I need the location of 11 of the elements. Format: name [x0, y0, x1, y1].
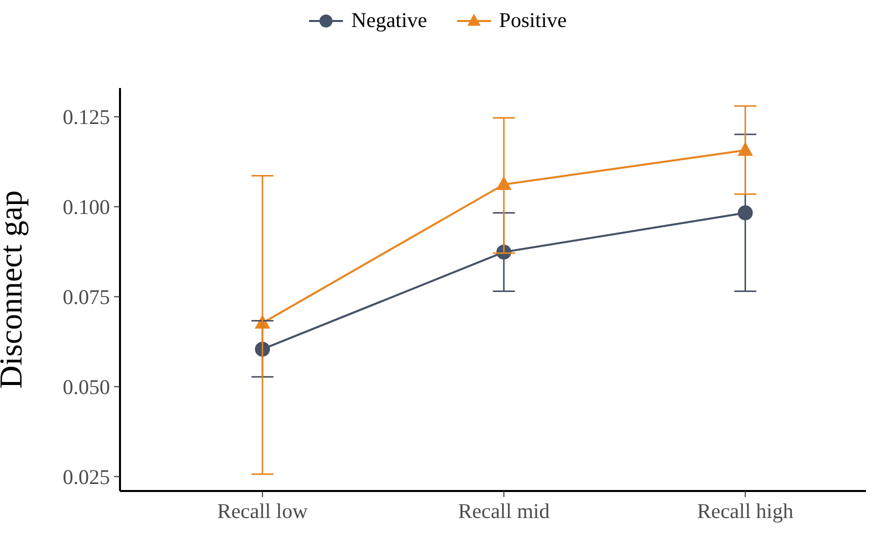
y-tick-label: 0.075 — [62, 285, 110, 310]
x-tick-label: Recall mid — [458, 498, 550, 523]
y-tick-label: 0.025 — [62, 465, 110, 490]
legend-label: Negative — [351, 8, 428, 33]
y-axis-title: Disconnect gap — [0, 190, 28, 389]
y-tick-label: 0.050 — [62, 375, 110, 400]
x-tick-label: Recall low — [217, 498, 308, 523]
y-tick-label: 0.125 — [62, 105, 110, 130]
x-tick-label: Recall high — [697, 498, 794, 523]
legend-label: Positive — [499, 8, 567, 33]
y-tick-label: 0.100 — [62, 195, 110, 220]
